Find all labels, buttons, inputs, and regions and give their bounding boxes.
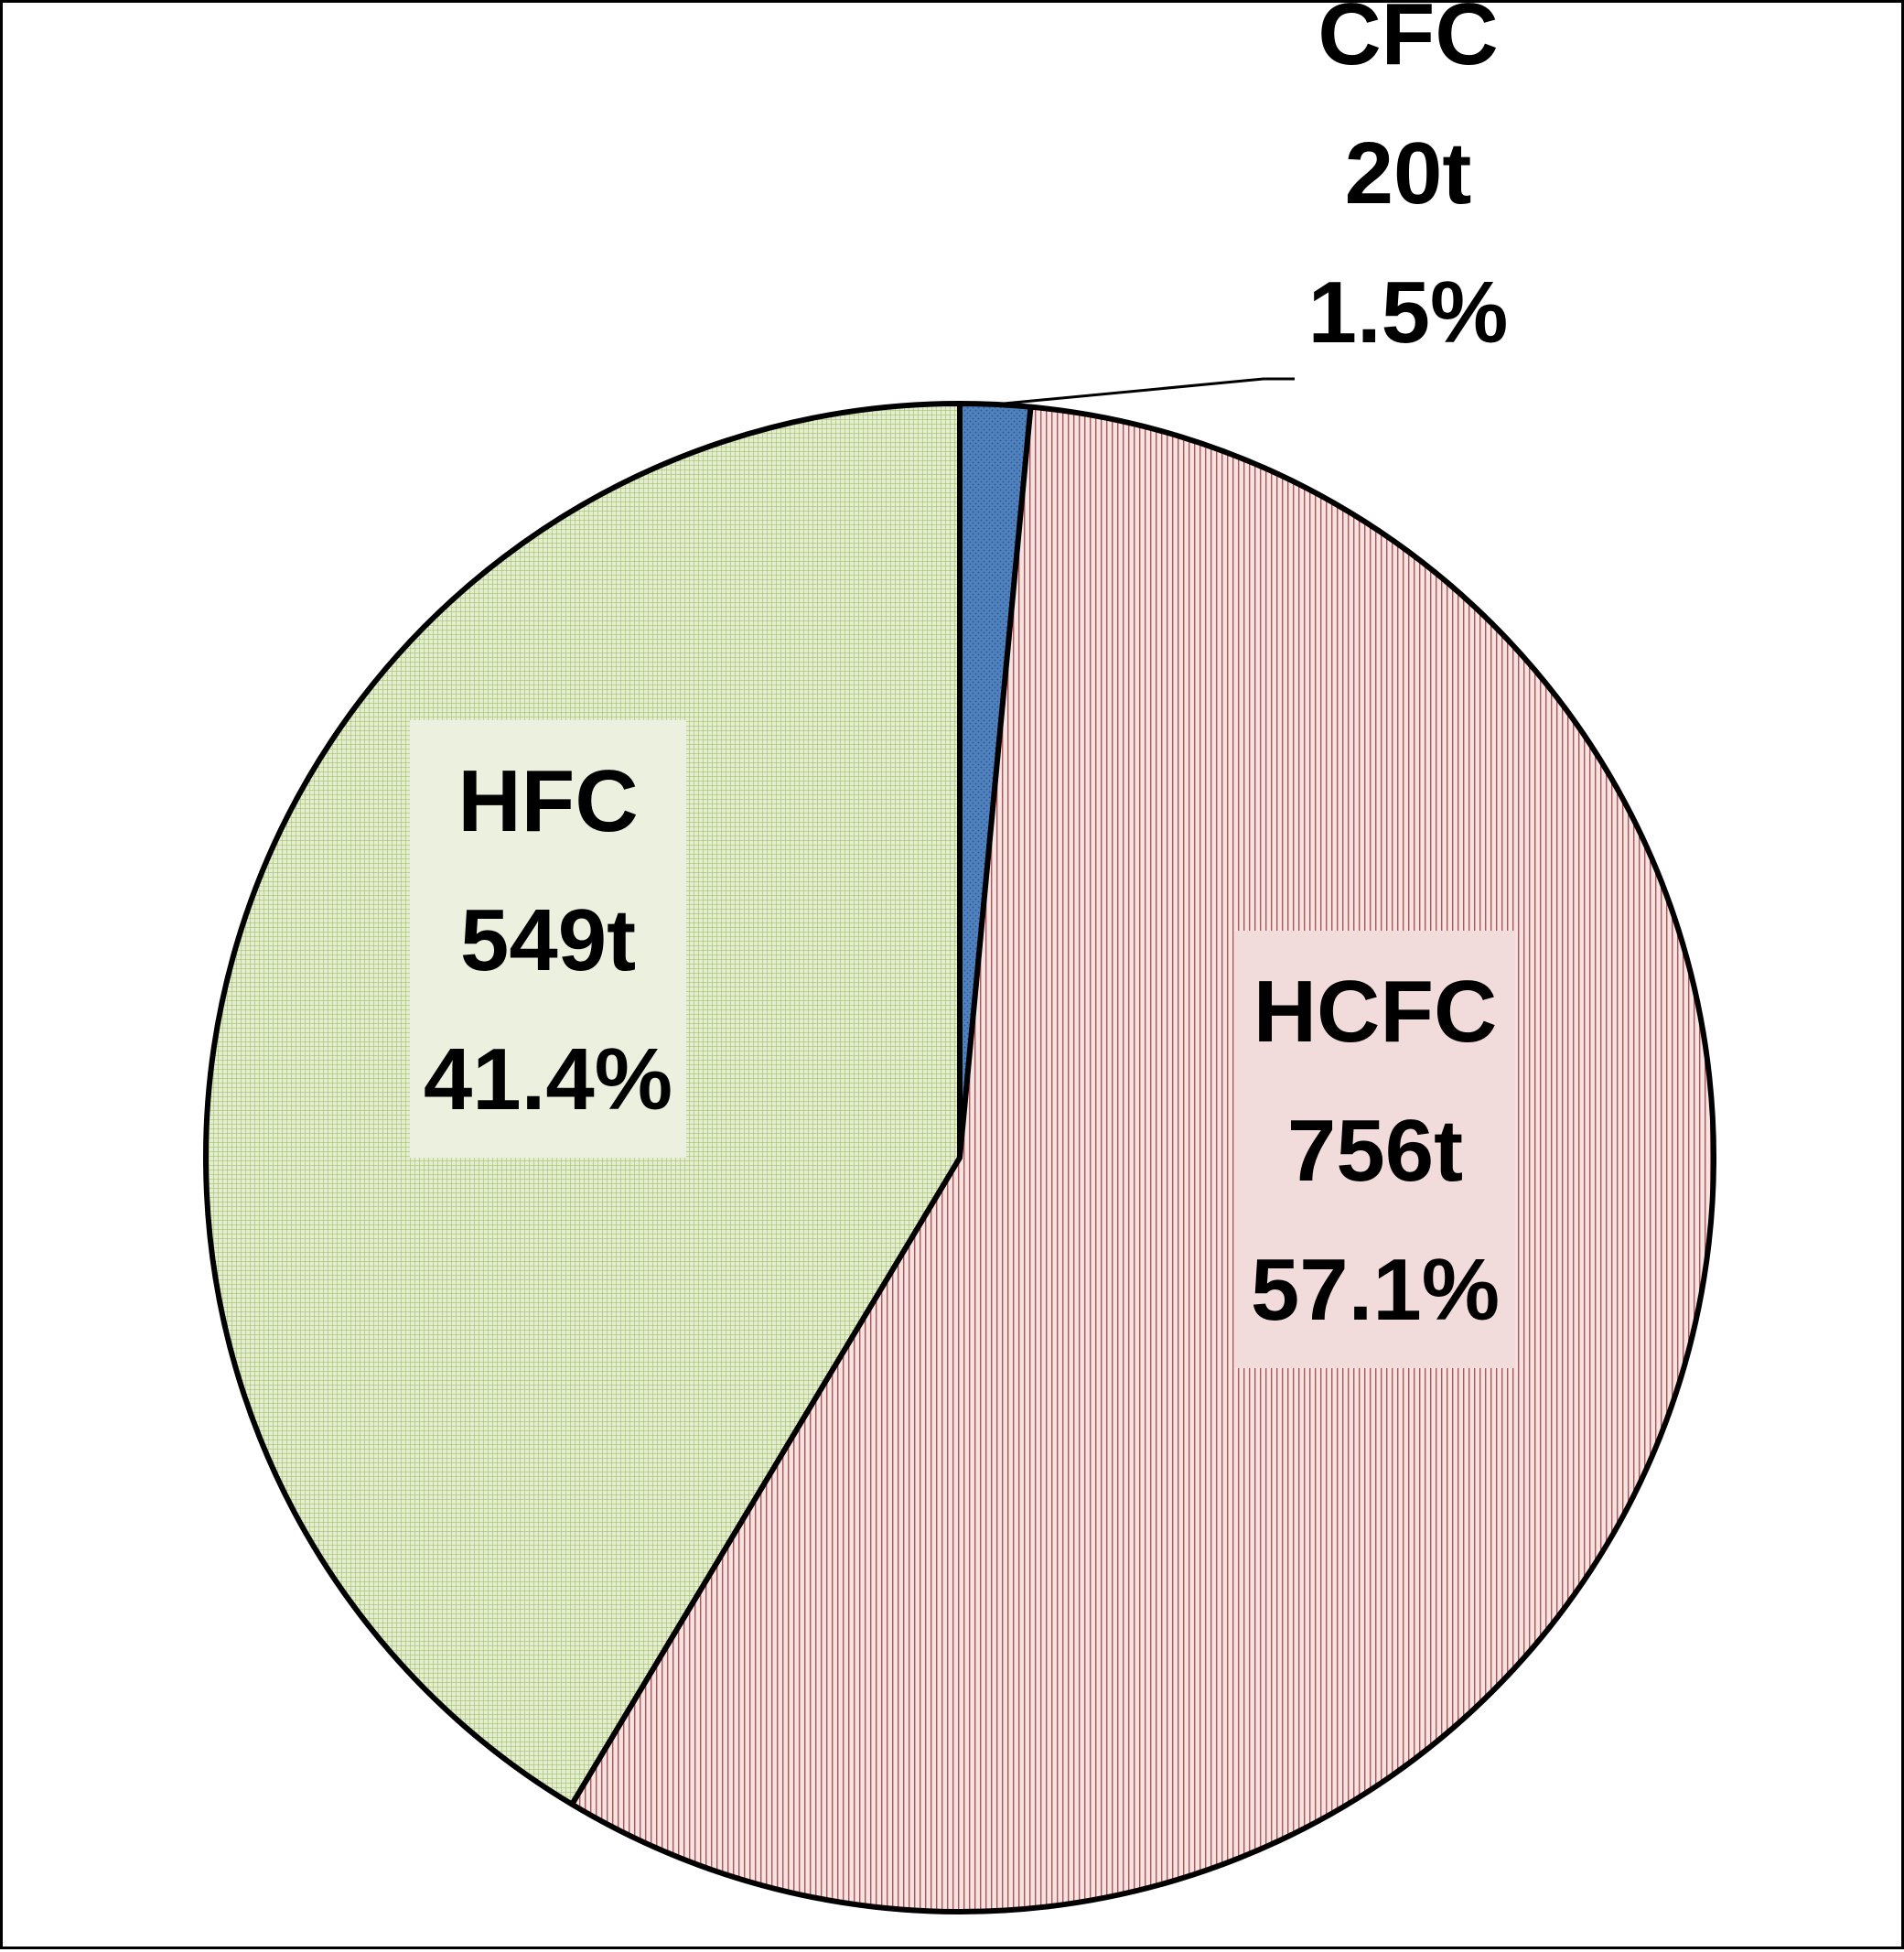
data-label-box-hcfc: [1235, 931, 1515, 1368]
data-label-cfc: CFC 20t 1.5%: [1308, 3, 1509, 361]
data-label-box-hfc: [410, 720, 686, 1158]
data-label-cfc-category: CFC: [1318, 3, 1498, 83]
leader-line-cfc: [995, 377, 1295, 406]
data-label-hcfc-amount: 756t: [1287, 1102, 1463, 1200]
data-label-cfc-amount: 20t: [1345, 124, 1472, 222]
leader-lines: [995, 377, 1295, 406]
data-label-hfc-category: HFC: [457, 752, 638, 850]
data-label-hfc-percent-label: 41.4%: [424, 1030, 672, 1128]
data-label-cfc-percent-label: 1.5%: [1308, 264, 1509, 361]
data-label-hcfc-percent-label: 57.1%: [1251, 1241, 1500, 1339]
pie-chart: CFC 20t 1.5% HCFC 756t 57.1% HFC 549t 41.4%: [203, 3, 1717, 1914]
data-label-hfc-amount: 549t: [460, 891, 636, 989]
data-label-hcfc-category: HCFC: [1253, 963, 1498, 1061]
data-label-hfc: HFC 549t 41.4%: [410, 720, 686, 1158]
pie-slice-hcfc: [569, 404, 1717, 1914]
data-labels: CFC 20t 1.5% HCFC 756t 57.1% HFC 549t 41.4%: [410, 3, 1515, 1368]
data-label-hcfc: HCFC 756t 57.1%: [1235, 931, 1515, 1368]
